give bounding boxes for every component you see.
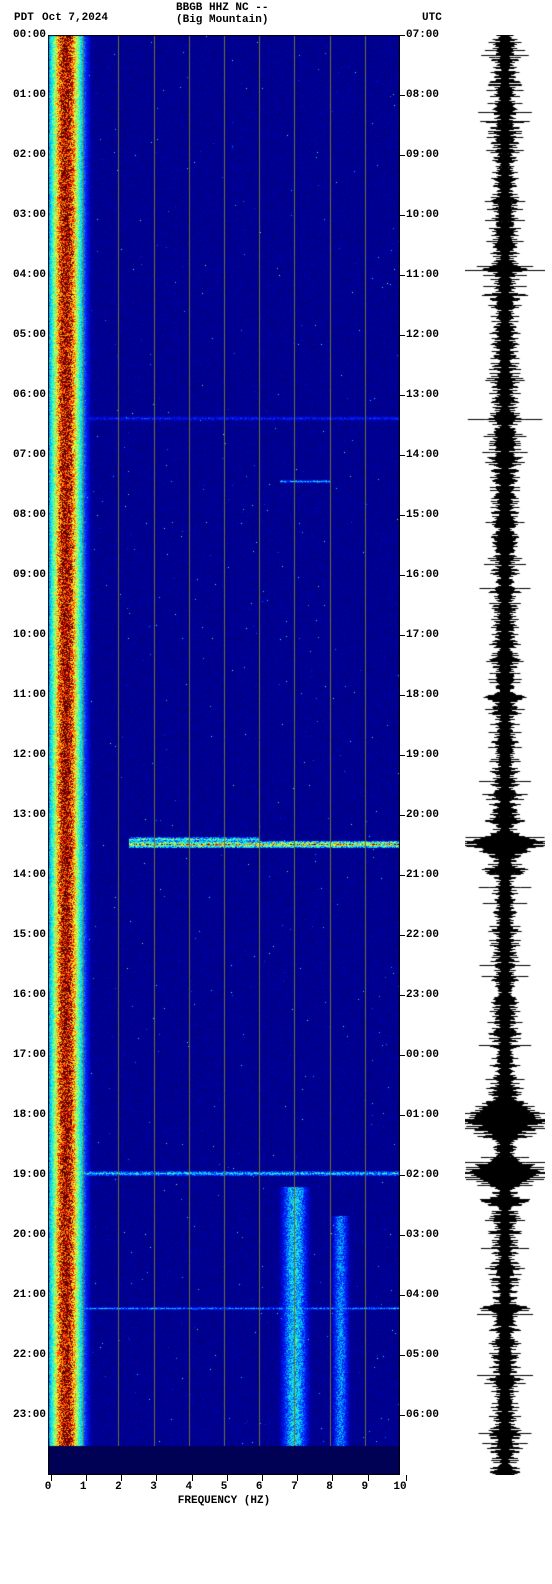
y-right-tick: 08:00 — [406, 89, 439, 101]
y-left-tick: 22:00 — [13, 1349, 46, 1361]
x-tick: 4 — [189, 1475, 196, 1493]
x-tick: 7 — [294, 1475, 301, 1493]
date: Oct 7,2024 — [42, 12, 108, 24]
y-right-tick: 16:00 — [406, 569, 439, 581]
y-left-tick: 05:00 — [13, 329, 46, 341]
y-right-tick: 05:00 — [406, 1349, 439, 1361]
y-left-tick: 19:00 — [13, 1169, 46, 1181]
y-axis-right-utc: 07:0008:0009:0010:0011:0012:0013:0014:00… — [400, 35, 460, 1475]
y-right-tick: 20:00 — [406, 809, 439, 821]
y-left-tick: 03:00 — [13, 209, 46, 221]
x-tick: 0 — [48, 1475, 55, 1493]
y-left-tick: 18:00 — [13, 1109, 46, 1121]
spectrogram-canvas — [48, 35, 400, 1475]
y-left-tick: 01:00 — [13, 89, 46, 101]
y-left-tick: 14:00 — [13, 869, 46, 881]
x-tick: 6 — [259, 1475, 266, 1493]
x-tick: 5 — [224, 1475, 231, 1493]
station-line1: BBGB HHZ NC -- — [176, 2, 268, 14]
waveform-area — [465, 35, 545, 1475]
y-right-tick: 21:00 — [406, 869, 439, 881]
y-left-tick: 13:00 — [13, 809, 46, 821]
y-left-tick: 02:00 — [13, 149, 46, 161]
y-left-tick: 09:00 — [13, 569, 46, 581]
y-right-tick: 00:00 — [406, 1049, 439, 1061]
y-left-tick: 12:00 — [13, 749, 46, 761]
y-axis-left-pdt: 00:0001:0002:0003:0004:0005:0006:0007:00… — [0, 35, 48, 1475]
y-left-tick: 17:00 — [13, 1049, 46, 1061]
y-right-tick: 23:00 — [406, 989, 439, 1001]
x-tick: 2 — [118, 1475, 125, 1493]
chart-header: PDT Oct 7,2024 BBGB HHZ NC -- (Big Mount… — [0, 0, 552, 30]
y-right-tick: 03:00 — [406, 1229, 439, 1241]
y-right-tick: 13:00 — [406, 389, 439, 401]
station-line2: (Big Mountain) — [176, 14, 268, 26]
y-left-tick: 10:00 — [13, 629, 46, 641]
y-right-tick: 18:00 — [406, 689, 439, 701]
x-tick: 9 — [365, 1475, 372, 1493]
x-tick: 3 — [154, 1475, 161, 1493]
waveform-canvas — [465, 35, 545, 1475]
y-left-tick: 00:00 — [13, 29, 46, 41]
y-left-tick: 23:00 — [13, 1409, 46, 1421]
y-left-tick: 08:00 — [13, 509, 46, 521]
y-right-tick: 09:00 — [406, 149, 439, 161]
y-right-tick: 17:00 — [406, 629, 439, 641]
y-right-tick: 11:00 — [406, 269, 439, 281]
y-right-tick: 22:00 — [406, 929, 439, 941]
y-right-tick: 14:00 — [406, 449, 439, 461]
spectrogram-area — [48, 35, 400, 1475]
y-right-tick: 04:00 — [406, 1289, 439, 1301]
x-tick: 1 — [83, 1475, 90, 1493]
y-left-tick: 20:00 — [13, 1229, 46, 1241]
y-left-tick: 16:00 — [13, 989, 46, 1001]
x-tick: 10 — [400, 1475, 413, 1493]
y-left-tick: 21:00 — [13, 1289, 46, 1301]
x-tick: 8 — [330, 1475, 337, 1493]
x-axis-frequency: FREQUENCY (HZ) 012345678910 — [48, 1475, 400, 1515]
y-left-tick: 15:00 — [13, 929, 46, 941]
y-right-tick: 01:00 — [406, 1109, 439, 1121]
y-left-tick: 11:00 — [13, 689, 46, 701]
y-right-tick: 12:00 — [406, 329, 439, 341]
y-right-tick: 15:00 — [406, 509, 439, 521]
y-left-tick: 07:00 — [13, 449, 46, 461]
y-right-tick: 19:00 — [406, 749, 439, 761]
y-left-tick: 04:00 — [13, 269, 46, 281]
y-right-tick: 02:00 — [406, 1169, 439, 1181]
y-right-tick: 10:00 — [406, 209, 439, 221]
y-left-tick: 06:00 — [13, 389, 46, 401]
y-right-tick: 07:00 — [406, 29, 439, 41]
right-tz: UTC — [422, 12, 442, 24]
left-tz: PDT — [14, 12, 34, 24]
x-axis-label: FREQUENCY (HZ) — [48, 1495, 400, 1507]
y-right-tick: 06:00 — [406, 1409, 439, 1421]
